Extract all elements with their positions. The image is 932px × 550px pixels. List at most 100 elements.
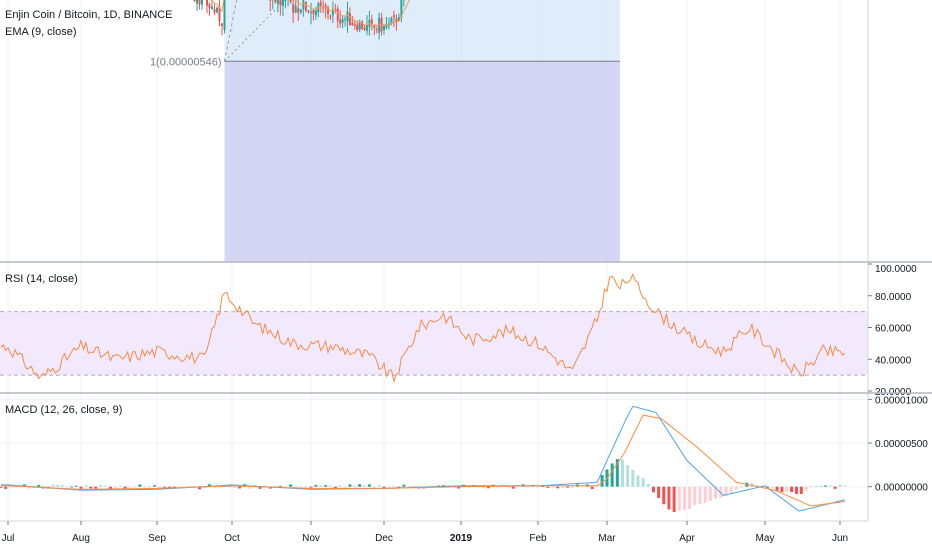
- candle-body: [289, 0, 292, 2]
- macd-histogram-bar: [0, 486, 3, 488]
- candle-body: [319, 2, 322, 7]
- macd-histogram-bar: [51, 484, 55, 487]
- macd-histogram-bar: [314, 485, 318, 487]
- macd-histogram-bar: [363, 485, 367, 487]
- macd-histogram-bar: [148, 486, 152, 488]
- candle-body: [221, 23, 223, 26]
- candle-body: [281, 0, 284, 6]
- candle-body: [392, 15, 395, 18]
- macd-pane[interactable]: 0.00000000 0.00000500 0.00001000: [0, 393, 928, 521]
- time-axis-label: Jun: [832, 533, 848, 544]
- price-pane[interactable]: 0(0.00005749)0.236(0.00004521)0.382(0.00…: [0, 0, 932, 263]
- macd-histogram-bar: [740, 486, 744, 488]
- macd-histogram-bar: [113, 486, 117, 489]
- time-axis-label: Feb: [529, 533, 547, 544]
- macd-axis-label: 0.00001000: [875, 395, 928, 406]
- macd-histogram-bar: [353, 485, 357, 487]
- candle-body: [193, 0, 196, 2]
- candle-body: [365, 24, 368, 31]
- candle-body: [274, 0, 277, 3]
- macd-histogram-bar: [496, 486, 500, 488]
- macd-histogram-bar: [667, 486, 671, 510]
- candle-body: [223, 0, 226, 31]
- macd-histogram-bar: [248, 486, 252, 489]
- fib-retracement[interactable]: 0(0.00005749)0.236(0.00004521)0.382(0.00…: [129, 0, 620, 263]
- macd-histogram-bar: [457, 486, 461, 489]
- rsi-band: [0, 311, 868, 376]
- macd-histogram-bar: [838, 484, 842, 487]
- macd-histogram-bar: [79, 486, 83, 489]
- time-axis[interactable]: Jul Aug Sep Oct Nov Dec 2019 Feb Mar Apr May Jun: [0, 520, 868, 544]
- macd-histogram-bar: [22, 484, 26, 487]
- macd-histogram-bar: [506, 486, 510, 488]
- macd-histogram-bar: [620, 459, 624, 487]
- rsi-axis-label: 100.0000: [875, 264, 917, 275]
- macd-histogram-bar: [714, 486, 718, 499]
- candle-body: [327, 7, 330, 15]
- macd-histogram-bar: [626, 465, 630, 487]
- candle-body: [344, 18, 347, 20]
- macd-histogram-bar: [84, 485, 88, 487]
- macd-histogram-bar: [367, 484, 371, 487]
- macd-histogram-bar: [566, 486, 570, 488]
- candle-body: [373, 25, 376, 28]
- macd-signal-line: [0, 414, 845, 507]
- candle-body: [276, 0, 279, 4]
- macd-histogram-bar: [99, 484, 103, 487]
- macd-histogram-bar: [258, 486, 262, 489]
- time-axis-label: May: [756, 533, 775, 544]
- time-axis-label: 2019: [450, 533, 473, 544]
- candle-body: [331, 9, 334, 16]
- ema-legend: EMA (9, close): [5, 26, 77, 38]
- macd-axis[interactable]: 0.00000000 0.00000500 0.00001000: [867, 393, 928, 521]
- fib-level-label: 1(0.00000546): [150, 56, 222, 68]
- candle-body: [297, 8, 300, 13]
- macd-histogram-bar: [37, 485, 41, 487]
- candle-body: [378, 17, 381, 33]
- macd-histogram-bar: [208, 484, 211, 487]
- macd-histogram-bar: [338, 485, 342, 487]
- macd-histogram-bar: [750, 483, 754, 487]
- macd-histogram-bar: [819, 485, 823, 487]
- time-axis-label: Mar: [598, 533, 616, 544]
- pane-dividers: [0, 261, 932, 394]
- macd-histogram-bar: [392, 486, 396, 488]
- candle-body: [218, 6, 221, 21]
- candle-body: [201, 0, 203, 5]
- time-axis-label: Dec: [375, 533, 393, 544]
- macd-histogram-bar: [708, 486, 712, 501]
- rsi-axis-label: 40.0000: [875, 355, 912, 366]
- rsi-legend: RSI (14, close): [5, 273, 78, 285]
- candle-body: [196, 0, 198, 4]
- macd-histogram-bar: [27, 486, 31, 489]
- macd-histogram-bar: [590, 486, 594, 490]
- macd-histogram-bar: [278, 485, 282, 487]
- macd-histogram-bar: [372, 486, 376, 489]
- macd-histogram-bar: [682, 486, 686, 510]
- macd-histogram-bar: [118, 485, 122, 487]
- candle-body: [400, 0, 403, 18]
- macd-histogram-bar: [770, 486, 774, 489]
- macd-axis-label: 0.00000500: [875, 439, 928, 450]
- candle-body: [375, 29, 378, 31]
- price-axis[interactable]: 0.000010000.000020000.000030000.00004000…: [867, 0, 932, 262]
- time-axis-label: Apr: [679, 533, 695, 544]
- time-axis-label: Aug: [72, 533, 90, 544]
- candle-body: [279, 0, 282, 6]
- macd-histogram-bar: [218, 486, 221, 488]
- macd-histogram-bar: [4, 486, 8, 489]
- candle-body: [336, 8, 339, 22]
- candle-body: [348, 13, 351, 26]
- candle-body: [370, 19, 373, 25]
- macd-histogram-bar: [536, 486, 540, 488]
- macd-histogram-bar: [153, 485, 157, 487]
- candle-body: [356, 24, 359, 30]
- macd-histogram-bar: [823, 485, 827, 487]
- macd-histogram-bar: [641, 478, 645, 487]
- candle-body: [324, 5, 327, 8]
- symbol-title: Enjin Coin / Bitcoin, 1D, BINANCE: [5, 9, 173, 21]
- time-axis-label: Oct: [224, 533, 240, 544]
- candle-body: [329, 15, 332, 17]
